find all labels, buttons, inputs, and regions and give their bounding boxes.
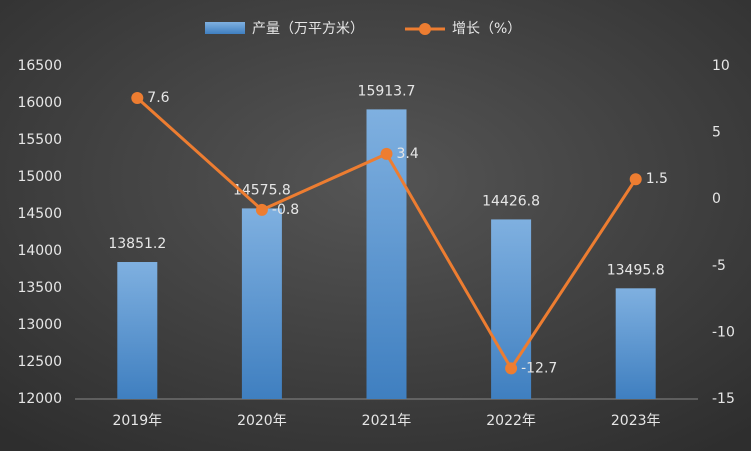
x-tick-label: 2019年 [112,413,162,429]
y2-tick-label: -15 [712,391,735,407]
y-tick-label: 16000 [17,95,62,111]
data-label: 15913.7 [358,83,416,99]
legend-label: 增长（%） [452,21,521,37]
bar [615,288,656,399]
y-tick-label: 15000 [17,169,62,185]
y2-tick-label: 10 [712,58,730,74]
data-label: 1.5 [646,171,668,187]
y-tick-label: 12000 [17,391,62,407]
data-label: 14575.8 [233,182,291,198]
y-tick-label: 16500 [17,58,62,74]
x-tick-label: 2020年 [237,413,287,429]
data-label: 13495.8 [607,262,665,278]
data-label: 7.6 [147,90,169,106]
y-tick-label: 13500 [17,280,62,296]
y-tick-label: 14500 [17,206,62,222]
data-label: 3.4 [397,146,419,162]
y-tick-label: 14000 [17,243,62,259]
y-tick-label: 13000 [17,317,62,333]
legend-label: 产量（万平方米） [252,21,364,37]
line-point [255,203,268,216]
line-point [629,173,642,186]
data-label: -12.7 [521,360,557,376]
legend-marker [419,23,431,35]
line-point [505,362,518,375]
data-label: -0.8 [272,202,299,218]
data-label: 13851.2 [108,236,166,252]
x-tick-label: 2022年 [486,413,536,429]
y-tick-label: 15500 [17,132,62,148]
data-label: 14426.8 [482,193,540,209]
legend-swatch [205,22,245,34]
y-tick-label: 12500 [17,354,62,370]
line-point [131,91,144,104]
y2-tick-label: -5 [712,258,726,274]
bar [241,208,282,399]
x-tick-label: 2023年 [611,413,661,429]
x-tick-label: 2021年 [362,413,412,429]
y2-tick-label: 5 [712,125,721,141]
line-point [380,147,393,160]
bar [117,262,158,399]
y2-tick-label: 0 [712,191,721,207]
y2-tick-label: -10 [712,324,735,340]
